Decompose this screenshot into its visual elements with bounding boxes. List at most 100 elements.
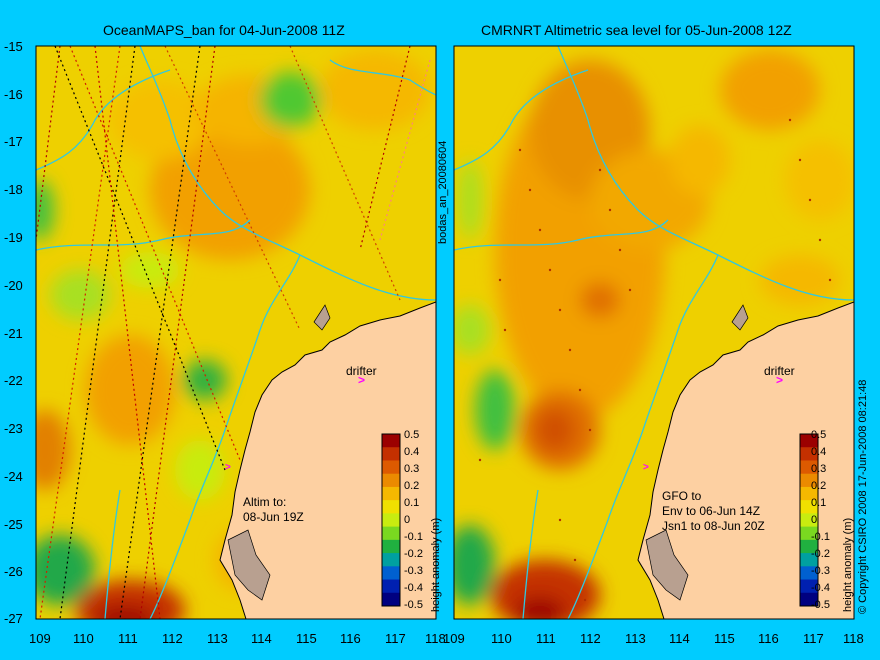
- colorbar-label: 0.4: [404, 446, 420, 458]
- svg-text:>: >: [643, 462, 649, 473]
- y-tick: -18: [4, 182, 23, 197]
- x-tick: 118: [843, 631, 864, 646]
- colorbar-swatch: [800, 460, 818, 475]
- x-tick: 114: [251, 631, 272, 646]
- colorbar-swatch: [800, 513, 818, 528]
- colorbar-swatch: [800, 486, 818, 501]
- x-tick: 116: [340, 631, 361, 646]
- x-tick: 115: [714, 631, 735, 646]
- colorbar-swatch: [382, 579, 400, 594]
- left-shelf-contours: [36, 46, 436, 619]
- colorbar-label: -0.1: [811, 531, 830, 543]
- colorbar-label: -0.4: [811, 582, 830, 594]
- x-tick: 111: [536, 631, 556, 646]
- right-altim-note-line1: GFO to: [662, 489, 702, 503]
- x-tick: 118: [425, 631, 446, 646]
- colorbar-label: 0.5: [811, 429, 827, 441]
- y-tick: -21: [4, 326, 23, 341]
- x-tick: 117: [803, 631, 824, 646]
- colorbar-swatch: [382, 500, 400, 514]
- colorbar-label: -0.5: [811, 599, 830, 611]
- colorbar-label: -0.5: [404, 599, 423, 611]
- x-tick: 111: [118, 631, 138, 646]
- colorbar-swatch: [382, 553, 400, 567]
- colorbar-swatch: [382, 486, 400, 501]
- x-tick: 113: [207, 631, 228, 646]
- right-colorbar-title: height anomaly (m): [842, 517, 854, 612]
- copyright-label: © Copyright CSIRO 2008 17-Jun-2008 08:21…: [857, 379, 869, 614]
- right-colorbar: [799, 433, 819, 607]
- colorbar-swatch: [382, 473, 400, 488]
- y-tick: -23: [4, 421, 23, 436]
- colorbar-label: 0.2: [404, 480, 420, 492]
- colorbar-swatch: [382, 513, 400, 528]
- left-map: > >: [36, 46, 436, 619]
- colorbar-label: 0.5: [404, 429, 420, 441]
- y-tick: -19: [4, 230, 23, 245]
- right-drifter-marker: >: [776, 373, 783, 387]
- colorbar-label: 0.3: [404, 463, 420, 475]
- colorbar-label: -0.3: [404, 565, 423, 577]
- right-altim-note-line3: Jsn1 to 08-Jun 20Z: [662, 519, 765, 533]
- right-anomaly-field: [454, 50, 854, 619]
- right-drifter-label: drifter: [764, 364, 795, 378]
- x-tick: 112: [162, 631, 183, 646]
- y-tick: -17: [4, 134, 23, 149]
- colorbar-label: -0.1: [404, 531, 423, 543]
- colorbar-swatch: [800, 500, 818, 514]
- colorbar-label: 0.1: [404, 497, 420, 509]
- colorbar-label: -0.2: [811, 548, 830, 560]
- colorbar-swatch: [800, 592, 818, 607]
- y-tick: -25: [4, 517, 23, 532]
- y-tick: -22: [4, 373, 23, 388]
- right-shelf-contours: [454, 46, 854, 619]
- x-tick: 112: [580, 631, 601, 646]
- colorbar-swatch: [800, 473, 818, 488]
- colorbar-frame: [799, 433, 819, 607]
- colorbar-label: -0.2: [404, 548, 423, 560]
- colorbar-swatch: [382, 566, 400, 581]
- colorbar-label: 0.4: [811, 446, 827, 458]
- x-tick: 114: [669, 631, 690, 646]
- y-tick: -26: [4, 564, 23, 579]
- x-tick: 110: [73, 631, 94, 646]
- svg-text:>: >: [225, 462, 231, 473]
- colorbar-label: 0.3: [811, 463, 827, 475]
- y-tick: -15: [4, 39, 23, 54]
- colorbar-label: -0.4: [404, 582, 423, 594]
- colorbar-swatch: [382, 460, 400, 475]
- y-tick: -27: [4, 611, 23, 626]
- left-colorbar: [381, 433, 401, 607]
- colorbar-swatch: [382, 434, 400, 448]
- left-colorbar-title: height anomaly (m): [430, 517, 442, 612]
- colorbar-label: 0.1: [811, 497, 827, 509]
- x-tick: 110: [491, 631, 512, 646]
- right-map: > >: [454, 46, 854, 619]
- left-panel-title: OceanMAPS_ban for 04-Jun-2008 11Z: [103, 22, 345, 38]
- colorbar-swatch: [800, 434, 818, 448]
- right-altim-note-line2: Env to 06-Jun 14Z: [662, 504, 761, 518]
- right-panel-title: CMRNRT Altimetric sea level for 05-Jun-2…: [481, 22, 792, 38]
- colorbar-swatch: [800, 566, 818, 581]
- left-anomaly-field: [36, 50, 430, 619]
- y-tick: -20: [4, 278, 23, 293]
- colorbar-swatch: [382, 526, 400, 541]
- x-tick: 117: [385, 631, 406, 646]
- colorbar-frame: [381, 433, 401, 607]
- left-altim-note-line2: 08-Jun 19Z: [243, 510, 304, 524]
- colorbar-swatch: [800, 579, 818, 594]
- right-satellite-points: [478, 118, 832, 602]
- colorbar-swatch: [800, 553, 818, 567]
- x-tick: 109: [443, 631, 465, 646]
- x-tick: 109: [29, 631, 51, 646]
- left-altim-note-line1: Altim to:: [243, 495, 287, 509]
- colorbar-label: 0.2: [811, 480, 827, 492]
- y-tick: -24: [4, 469, 23, 484]
- x-tick: 116: [758, 631, 779, 646]
- left-drifter-marker: >: [358, 373, 365, 387]
- left-altimeter-tracks: [36, 46, 431, 619]
- x-tick: 113: [625, 631, 646, 646]
- colorbar-swatch: [800, 526, 818, 541]
- y-tick: -16: [4, 87, 23, 102]
